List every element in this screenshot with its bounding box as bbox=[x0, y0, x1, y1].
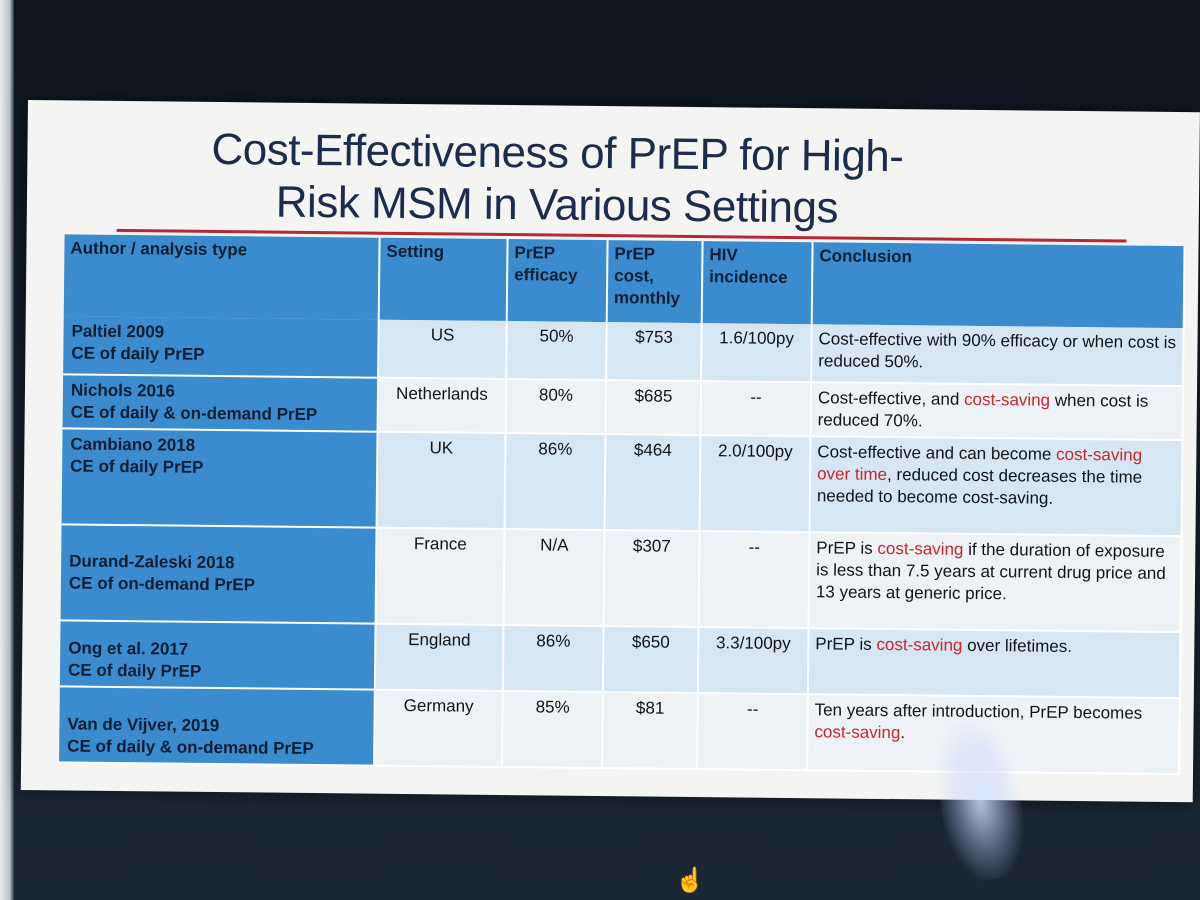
header-setting: Setting bbox=[378, 237, 508, 322]
analysis-type: CE of daily PrEP bbox=[70, 456, 204, 477]
efficacy-cell: 50% bbox=[506, 321, 607, 381]
author-cell: Van de Vijver, 2019 CE of daily & on-dem… bbox=[59, 686, 375, 766]
incidence-cell: -- bbox=[700, 381, 812, 437]
conclusion-highlight: cost-saving bbox=[877, 538, 964, 559]
setting-cell: UK bbox=[376, 431, 506, 530]
cost-effectiveness-table: Author / analysis type Setting PrEP effi… bbox=[59, 234, 1185, 775]
setting-cell: Netherlands bbox=[377, 377, 507, 434]
table-row: Ong et al. 2017 CE of daily PrEP England… bbox=[59, 620, 1181, 699]
conclusion-highlight: cost-saving bbox=[876, 634, 963, 655]
table-row: Durand-Zaleski 2018 CE of on-demand PrEP… bbox=[60, 524, 1182, 633]
header-cost: PrEP cost, monthly bbox=[606, 240, 703, 324]
efficacy-cell: 86% bbox=[502, 625, 604, 693]
cost-cell: $464 bbox=[604, 434, 701, 532]
header-author: Author / analysis type bbox=[63, 234, 380, 320]
conclusion-text: PrEP is bbox=[815, 634, 877, 654]
analysis-type: CE of daily PrEP bbox=[71, 343, 205, 364]
cost-cell: $81 bbox=[602, 692, 698, 770]
author-name: Nichols 2016 bbox=[70, 380, 176, 401]
incidence-cell: -- bbox=[698, 531, 810, 629]
conclusion-text: PrEP is bbox=[816, 538, 878, 558]
slide-title-line1: Cost-Effectiveness of PrEP for High- bbox=[211, 124, 904, 182]
author-name: Paltiel 2009 bbox=[71, 321, 165, 342]
analysis-type: CE of daily PrEP bbox=[67, 660, 202, 681]
cost-cell: $650 bbox=[602, 626, 699, 694]
header-conclusion: Conclusion bbox=[811, 242, 1185, 329]
author-name: Van de Vijver, 2019 bbox=[67, 714, 220, 736]
monitor-left-edge bbox=[0, 0, 14, 900]
conclusion-text: Cost-effective, and bbox=[817, 388, 965, 409]
author-name: Cambiano 2018 bbox=[70, 434, 196, 455]
efficacy-cell: 80% bbox=[505, 379, 607, 435]
author-cell: Cambiano 2018 CE of daily PrEP bbox=[61, 428, 378, 528]
table-header-row: Author / analysis type Setting PrEP effi… bbox=[63, 234, 1185, 329]
incidence-cell: 1.6/100py bbox=[701, 323, 812, 383]
analysis-type: CE of on-demand PrEP bbox=[68, 573, 256, 595]
author-cell: Durand-Zaleski 2018 CE of on-demand PrEP bbox=[60, 524, 377, 624]
author-cell: Nichols 2016 CE of daily & on-demand PrE… bbox=[62, 374, 379, 432]
setting-cell: Germany bbox=[374, 689, 503, 768]
conclusion-text: Cost-effective with 90% efficacy or when… bbox=[818, 329, 1177, 372]
analysis-type: CE of daily & on-demand PrEP bbox=[70, 402, 318, 425]
table-row: Cambiano 2018 CE of daily PrEP UK 86% $4… bbox=[61, 428, 1183, 537]
efficacy-cell: N/A bbox=[503, 529, 605, 627]
author-cell: Paltiel 2009 CE of daily PrEP bbox=[63, 316, 379, 378]
slide-title-line2: Risk MSM in Various Settings bbox=[275, 177, 839, 233]
conclusion-cell: Cost-effective, and cost-saving when cos… bbox=[810, 382, 1184, 441]
efficacy-cell: 86% bbox=[504, 433, 606, 531]
author-cell: Ong et al. 2017 CE of daily PrEP bbox=[59, 620, 376, 690]
analysis-type: CE of daily & on-demand PrEP bbox=[67, 736, 314, 759]
efficacy-cell: 85% bbox=[502, 691, 603, 769]
presentation-slide: Cost-Effectiveness of PrEP for High- Ris… bbox=[20, 100, 1200, 803]
cost-cell: $753 bbox=[606, 322, 702, 382]
setting-cell: US bbox=[378, 319, 507, 380]
header-incidence: HIV incidence bbox=[701, 241, 813, 325]
cost-cell: $685 bbox=[605, 380, 702, 436]
conclusion-text: Cost-effective and can become bbox=[817, 442, 1057, 464]
slide-title: Cost-Effectiveness of PrEP for High- Ris… bbox=[147, 123, 968, 236]
conclusion-cell: Cost-effective and can become cost-savin… bbox=[809, 436, 1183, 537]
cost-cell: $307 bbox=[603, 530, 700, 628]
conclusion-text-end: over lifetimes. bbox=[962, 635, 1073, 656]
author-name: Durand-Zaleski 2018 bbox=[69, 551, 235, 573]
conclusion-highlight: cost-saving bbox=[814, 722, 901, 743]
incidence-cell: 3.3/100py bbox=[697, 627, 809, 695]
author-name: Ong et al. 2017 bbox=[68, 638, 189, 659]
conclusion-cell: PrEP is cost-saving if the duration of e… bbox=[808, 532, 1182, 633]
conclusion-text-end: . bbox=[900, 723, 906, 743]
conclusion-cell: PrEP is cost-saving over lifetimes. bbox=[807, 628, 1181, 699]
conclusion-cell: Cost-effective with 90% efficacy or when… bbox=[811, 324, 1184, 387]
incidence-cell: -- bbox=[697, 693, 808, 771]
hand-pointer-icon: ☝ bbox=[675, 867, 705, 894]
header-efficacy: PrEP efficacy bbox=[506, 239, 608, 323]
setting-cell: England bbox=[374, 623, 504, 692]
incidence-cell: 2.0/100py bbox=[699, 435, 811, 533]
setting-cell: France bbox=[375, 527, 505, 626]
conclusion-highlight: cost-saving bbox=[963, 389, 1051, 410]
